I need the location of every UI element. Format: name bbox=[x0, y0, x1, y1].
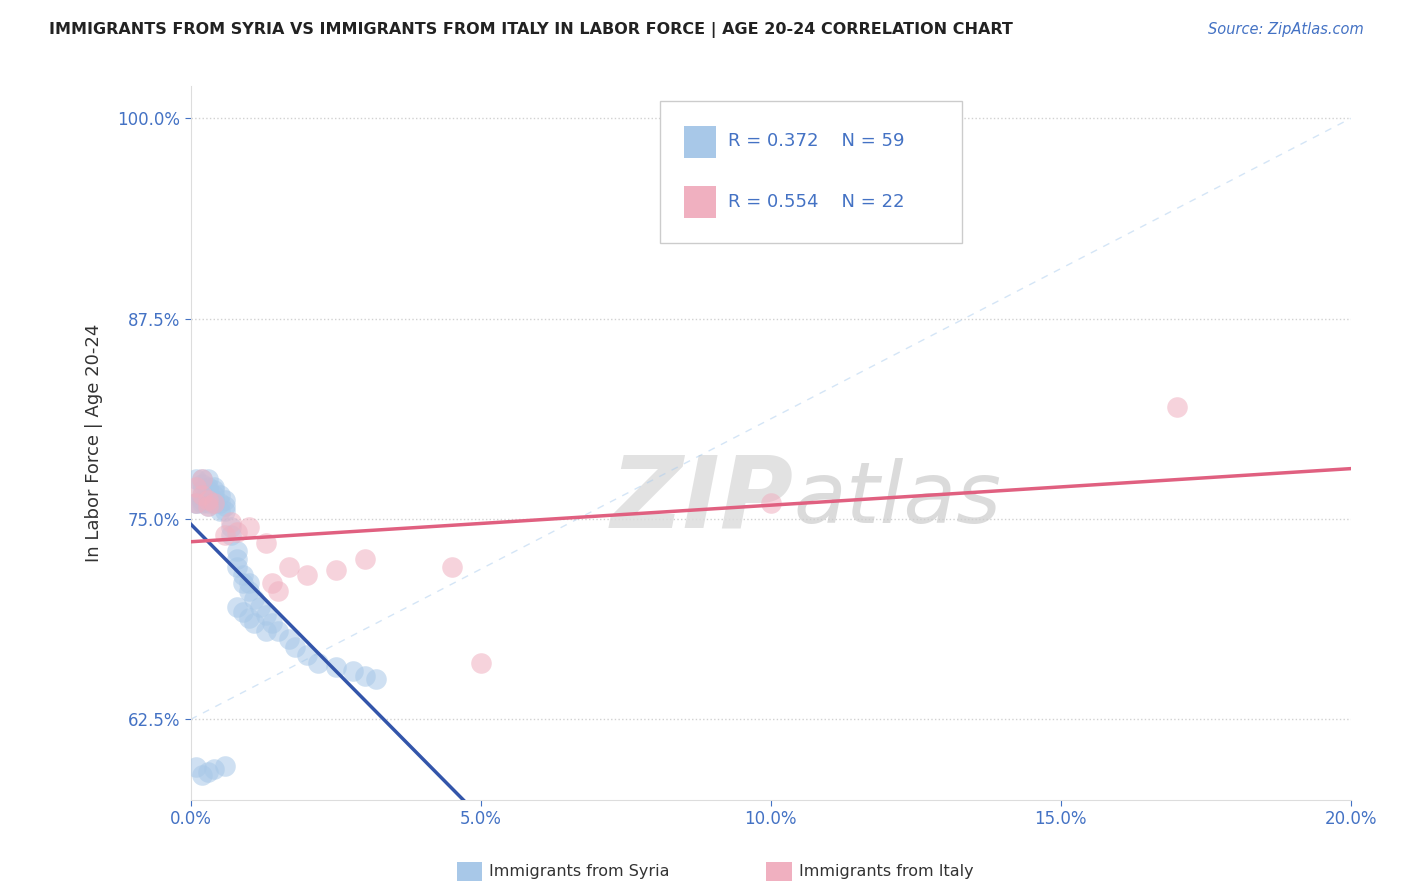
Point bbox=[219, 520, 242, 534]
Point bbox=[202, 496, 225, 510]
Point bbox=[342, 665, 364, 679]
Point bbox=[260, 576, 283, 591]
Point bbox=[278, 560, 301, 574]
Point bbox=[232, 605, 254, 619]
Point bbox=[197, 500, 219, 514]
Point bbox=[197, 480, 219, 494]
Point bbox=[191, 472, 214, 486]
Point bbox=[197, 496, 219, 510]
Point bbox=[197, 500, 219, 514]
Point bbox=[186, 496, 208, 510]
Point bbox=[353, 669, 375, 683]
Point bbox=[232, 568, 254, 582]
Y-axis label: In Labor Force | Age 20-24: In Labor Force | Age 20-24 bbox=[86, 324, 103, 562]
Point bbox=[208, 504, 231, 518]
Point bbox=[295, 568, 318, 582]
Point bbox=[254, 536, 277, 550]
Point bbox=[197, 472, 219, 486]
Point bbox=[278, 632, 301, 647]
Text: ZIP: ZIP bbox=[610, 451, 794, 549]
Text: Source: ZipAtlas.com: Source: ZipAtlas.com bbox=[1208, 22, 1364, 37]
Point bbox=[197, 491, 219, 506]
Point bbox=[440, 560, 463, 574]
Point bbox=[254, 608, 277, 623]
Point bbox=[226, 524, 249, 539]
Point bbox=[238, 611, 260, 625]
Point bbox=[191, 488, 214, 502]
Point bbox=[232, 576, 254, 591]
Point bbox=[202, 488, 225, 502]
Point bbox=[243, 592, 266, 607]
Text: R = 0.372    N = 59: R = 0.372 N = 59 bbox=[728, 131, 904, 150]
Point bbox=[197, 488, 219, 502]
Point bbox=[307, 657, 329, 671]
Point bbox=[260, 616, 283, 631]
Point bbox=[191, 476, 214, 491]
Point bbox=[243, 616, 266, 631]
Point bbox=[191, 492, 214, 507]
Point bbox=[266, 624, 288, 639]
Text: Immigrants from Italy: Immigrants from Italy bbox=[799, 864, 973, 879]
Text: IMMIGRANTS FROM SYRIA VS IMMIGRANTS FROM ITALY IN LABOR FORCE | AGE 20-24 CORREL: IMMIGRANTS FROM SYRIA VS IMMIGRANTS FROM… bbox=[49, 22, 1014, 38]
Point bbox=[202, 492, 225, 507]
Point bbox=[202, 483, 225, 498]
Point bbox=[202, 480, 225, 494]
Text: R = 0.554    N = 22: R = 0.554 N = 22 bbox=[728, 193, 904, 211]
Point bbox=[226, 600, 249, 615]
Point bbox=[226, 544, 249, 558]
Point bbox=[214, 528, 236, 542]
Point bbox=[186, 472, 208, 486]
Point bbox=[254, 624, 277, 639]
Point bbox=[1166, 400, 1188, 414]
Point bbox=[191, 496, 214, 510]
Point bbox=[238, 584, 260, 599]
Point bbox=[238, 520, 260, 534]
Point bbox=[186, 496, 208, 510]
Point bbox=[191, 472, 214, 486]
Point bbox=[295, 648, 318, 663]
Point bbox=[208, 488, 231, 502]
Text: Immigrants from Syria: Immigrants from Syria bbox=[489, 864, 669, 879]
FancyBboxPatch shape bbox=[661, 101, 962, 244]
Point bbox=[186, 480, 208, 494]
FancyBboxPatch shape bbox=[683, 186, 716, 219]
Point bbox=[226, 552, 249, 566]
FancyBboxPatch shape bbox=[683, 126, 716, 158]
Point bbox=[208, 496, 231, 510]
Point bbox=[219, 528, 242, 542]
Point bbox=[202, 762, 225, 776]
Point bbox=[266, 584, 288, 599]
Point bbox=[191, 483, 214, 498]
Point bbox=[353, 552, 375, 566]
Point bbox=[214, 492, 236, 507]
Point bbox=[214, 759, 236, 773]
Point bbox=[249, 600, 271, 615]
Point bbox=[197, 492, 219, 507]
Point bbox=[202, 496, 225, 510]
Point bbox=[226, 560, 249, 574]
Point bbox=[470, 657, 492, 671]
Point bbox=[197, 765, 219, 780]
Point bbox=[186, 760, 208, 774]
Point bbox=[219, 516, 242, 530]
Point bbox=[197, 483, 219, 498]
Point bbox=[191, 488, 214, 502]
Point bbox=[759, 496, 782, 510]
Point bbox=[214, 500, 236, 514]
Point bbox=[284, 640, 307, 655]
Point bbox=[214, 504, 236, 518]
Text: atlas: atlas bbox=[794, 458, 1002, 541]
Point bbox=[325, 563, 347, 577]
Point bbox=[186, 496, 208, 510]
Point bbox=[238, 576, 260, 591]
Point bbox=[191, 768, 214, 782]
Point bbox=[366, 673, 388, 687]
Point bbox=[325, 659, 347, 673]
